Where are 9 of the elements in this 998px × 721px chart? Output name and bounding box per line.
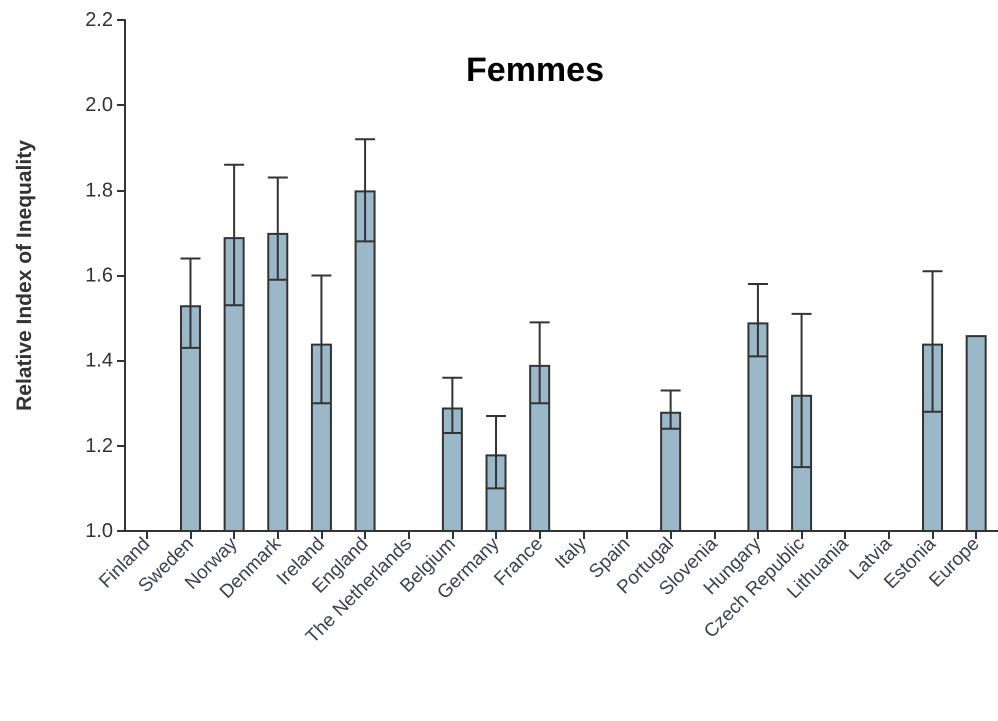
y-axis-title: Relative Index of Inequality <box>13 140 36 411</box>
y-tick-label: 2.0 <box>85 94 113 116</box>
y-tick-label: 2.2 <box>85 9 113 31</box>
y-tick-label: 1.6 <box>85 264 113 286</box>
y-tick-label: 1.4 <box>85 350 113 372</box>
y-tick-label: 1.0 <box>85 520 113 542</box>
y-tick-label: 1.8 <box>85 179 113 202</box>
y-tick-label: 1.2 <box>85 434 113 457</box>
text: Femmes <box>466 51 604 89</box>
